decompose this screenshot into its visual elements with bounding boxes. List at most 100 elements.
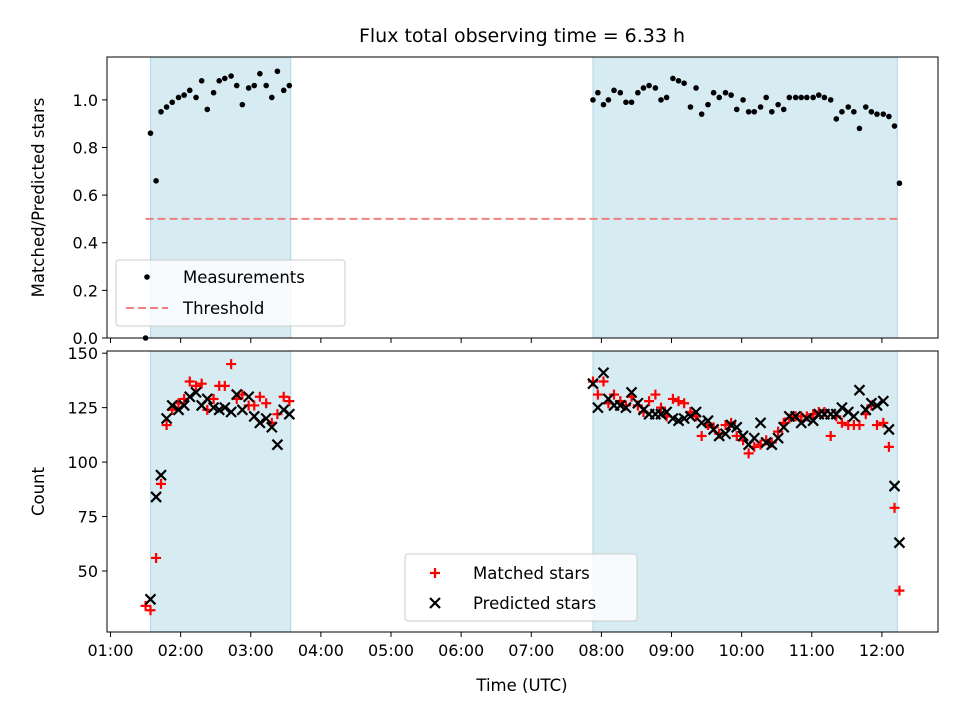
data-point-measurement — [740, 97, 746, 103]
data-point-matched — [219, 380, 230, 391]
data-point-measurement — [745, 108, 752, 115]
data-point-measurement — [158, 108, 164, 115]
legend: Measurements Threshold — [115, 259, 346, 327]
data-point-predicted — [748, 432, 761, 444]
data-point-predicted — [183, 390, 196, 403]
y-tick-label: 100 — [67, 453, 98, 472]
y-tick-label: 50 — [78, 562, 98, 581]
data-point-measurement — [693, 85, 699, 91]
x-tick-label: 10:00 — [719, 641, 765, 660]
data-point-measurement — [169, 99, 176, 106]
data-point-predicted — [266, 421, 278, 434]
legend-marker-matched — [430, 568, 440, 578]
data-point-matched — [889, 502, 900, 513]
data-point-predicted — [160, 412, 173, 425]
data-point-predicted — [230, 388, 243, 401]
data-point-predicted — [587, 377, 599, 390]
data-point-predicted — [271, 438, 284, 451]
data-point-measurement — [868, 108, 875, 115]
data-point-predicted — [772, 432, 784, 444]
data-point-predicted — [713, 430, 725, 442]
data-point-measurement — [147, 130, 154, 137]
data-point-measurement — [216, 78, 223, 84]
data-point-matched — [650, 389, 661, 400]
data-point-predicted — [166, 399, 178, 412]
data-point-measurement — [751, 108, 758, 115]
data-point-measurement — [640, 85, 647, 91]
data-point-measurement — [798, 94, 805, 101]
data-point-measurement — [705, 101, 711, 108]
data-point-measurement — [896, 180, 903, 187]
data-point-measurement — [186, 87, 193, 94]
data-point-predicted — [242, 390, 255, 403]
data-point-predicted — [737, 430, 749, 442]
data-point-measurement — [198, 78, 205, 84]
data-point-predicted — [201, 393, 214, 405]
data-point-measurement — [827, 97, 834, 103]
data-point-predicted — [690, 406, 702, 418]
data-point-measurement — [663, 94, 670, 101]
data-point-matched — [836, 417, 847, 428]
data-point-matched — [278, 391, 289, 402]
data-point-matched — [226, 359, 237, 370]
y-axis-label: Matched/Predicted stars — [29, 98, 48, 298]
legend-label-matched: Matched stars — [473, 564, 590, 583]
y-axis-label: Count — [29, 466, 48, 516]
legend: Matched stars Predicted stars — [404, 553, 638, 622]
data-point-matched — [878, 417, 889, 428]
data-point-measurement — [851, 108, 857, 115]
data-point-measurement — [286, 82, 293, 89]
data-point-measurement — [710, 89, 717, 96]
x-tick-label: 07:00 — [508, 641, 554, 660]
data-point-matched — [825, 430, 836, 441]
legend-label-measurements: Measurements — [183, 268, 305, 287]
data-point-measurement — [728, 92, 734, 98]
x-tick-label: 02:00 — [158, 641, 204, 660]
data-point-measurement — [815, 92, 822, 98]
y-tick-label: 0.0 — [73, 329, 98, 348]
data-point-predicted — [219, 401, 231, 414]
data-point-matched — [249, 400, 260, 411]
x-tick-label: 06:00 — [438, 641, 484, 660]
data-point-predicted — [871, 399, 883, 412]
data-point-measurement — [181, 92, 187, 98]
data-point-predicted — [853, 384, 866, 396]
data-point-matched — [161, 420, 172, 431]
data-point-measurement — [233, 82, 240, 89]
data-point-predicted — [883, 423, 895, 436]
data-point-predicted — [702, 414, 714, 427]
data-point-measurement — [780, 106, 787, 113]
data-point-predicted — [254, 417, 266, 429]
data-point-matched — [743, 448, 754, 459]
data-point-measurement — [590, 97, 596, 103]
data-point-predicted — [190, 386, 202, 399]
data-point-matched — [592, 389, 603, 400]
data-point-predicted — [178, 399, 190, 412]
y-tick-label: 0.4 — [73, 234, 98, 253]
y-tick-label: 75 — [78, 508, 98, 527]
data-point-measurement — [891, 123, 898, 129]
data-point-measurement — [786, 94, 793, 101]
data-point-measurement — [175, 94, 182, 101]
x-tick-label: 04:00 — [298, 641, 344, 660]
data-point-measurement — [257, 70, 263, 77]
data-point-predicted — [144, 593, 157, 606]
data-point-matched — [151, 552, 162, 563]
y-tick-label: 1.0 — [73, 91, 98, 110]
data-point-measurement — [845, 104, 852, 110]
data-point-predicted — [225, 406, 237, 418]
data-point-measurement — [163, 104, 170, 110]
data-point-predicted — [150, 491, 162, 503]
data-point-measurement — [833, 116, 840, 122]
data-point-measurement — [204, 106, 211, 113]
data-point-matched — [254, 391, 265, 402]
data-point-measurement — [245, 85, 252, 91]
data-point-measurement — [611, 87, 617, 94]
x-tick-label: 01:00 — [87, 641, 133, 660]
y-tick-label: 125 — [67, 399, 98, 418]
data-point-predicted — [754, 417, 767, 429]
x-tick-label: 08:00 — [578, 641, 624, 660]
data-point-measurement — [595, 89, 601, 96]
data-point-measurement — [670, 75, 676, 82]
data-point-measurement — [635, 89, 641, 96]
